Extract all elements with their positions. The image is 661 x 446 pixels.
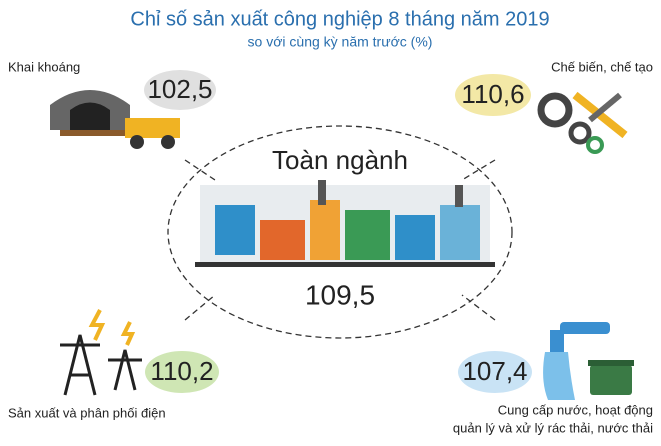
- value-bubble: [144, 70, 216, 110]
- sector-label: Sản xuất và phân phối điện: [8, 405, 166, 420]
- sector-value: 110,2: [150, 356, 213, 386]
- water-icon: [543, 322, 634, 400]
- subtitle: so với cùng kỳ năm trước (%): [248, 34, 433, 50]
- tower-icon: [60, 309, 142, 396]
- value-bubble: [455, 74, 531, 116]
- value-bubble: [145, 351, 219, 393]
- sector-label: Cung cấp nước, hoạt động: [498, 402, 653, 417]
- center-value: 109,5: [305, 279, 375, 310]
- connectors: [167, 125, 513, 339]
- sector-value: 107,4: [462, 356, 527, 386]
- value-bubble: [458, 351, 532, 393]
- sector-value: 102,5: [147, 74, 212, 104]
- sector-label: Chế biến, chế tạo: [551, 59, 653, 74]
- gears-icon: [537, 91, 628, 154]
- sector-label: Khai khoáng: [8, 59, 80, 74]
- sector-label: quản lý và xử lý rác thải, nước thải: [453, 420, 653, 435]
- sector-value: 110,6: [461, 79, 524, 109]
- center-label: Toàn ngành: [272, 145, 408, 175]
- title: Chỉ số sản xuất công nghiệp 8 tháng năm …: [130, 8, 549, 30]
- mine-icon: [50, 90, 180, 149]
- factory-icon: [195, 180, 495, 267]
